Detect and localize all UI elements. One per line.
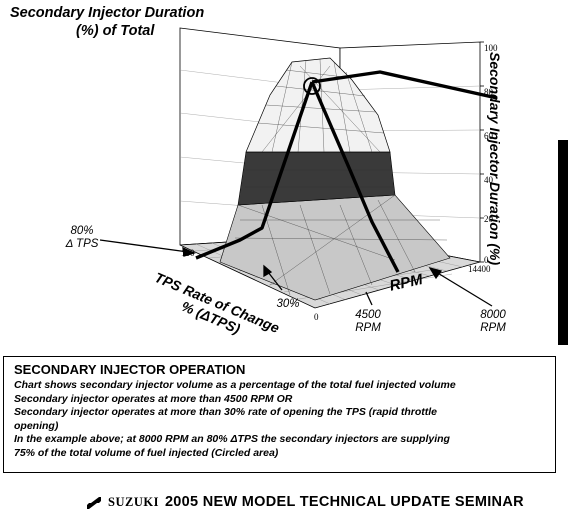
- y-tick-label: 100: [484, 43, 498, 53]
- arrowhead-8000-rpm: [428, 266, 443, 280]
- explanation-line: Secondary injector operates at more than…: [14, 392, 293, 405]
- y-tick-label: 20: [484, 214, 493, 224]
- tps-max-tick: 100: [181, 248, 195, 258]
- callout-4500-rpm: 4500 RPM: [346, 309, 390, 335]
- explanation-heading: SECONDARY INJECTOR OPERATION: [14, 362, 246, 377]
- page-edge-bar: [558, 140, 568, 345]
- arrowhead-30-percent: [263, 264, 273, 278]
- explanation-line: 75% of the total volume of fuel injected…: [14, 446, 279, 459]
- arrow-80-tps: [99, 239, 189, 253]
- arrow-4500-rpm: [365, 291, 373, 306]
- arrowhead-80-tps: [182, 246, 196, 257]
- callout-80-tps-unit: Δ TPS: [65, 238, 99, 250]
- explanation-line: Secondary injector operates at more than…: [14, 406, 437, 419]
- example-path-tps-line: [195, 81, 314, 260]
- callout-4500-unit: RPM: [355, 322, 381, 334]
- y-tick-label: 40: [484, 175, 493, 185]
- y-tick-label: 80: [484, 87, 493, 97]
- chart-title-line2: (%) of Total: [76, 23, 155, 39]
- callout-8000-rpm: 8000 RPM: [468, 309, 518, 335]
- footer: SUZUKI 2005 NEW MODEL TECHNICAL UPDATE SE…: [0, 492, 568, 514]
- footer-brand: SUZUKI: [108, 495, 159, 509]
- explanation-line: opening): [14, 419, 59, 432]
- circled-area-marker: [303, 77, 321, 95]
- chart-title-line1: Secondary Injector Duration: [10, 5, 205, 21]
- callout-8000-unit: RPM: [480, 322, 506, 334]
- suzuki-logo-icon: [87, 497, 101, 509]
- callout-80-tps-value: 80%: [70, 225, 94, 237]
- y-tick-label: 0: [484, 255, 489, 265]
- surface-peak: [245, 57, 391, 153]
- surface-low-band: [219, 194, 451, 301]
- surface-mesh: [234, 58, 448, 296]
- callout-8000-value: 8000: [480, 309, 506, 321]
- example-path-top-line: [311, 70, 498, 100]
- y-tick-label: 60: [484, 131, 493, 141]
- explanation-line: In the example above; at 8000 RPM an 80%…: [14, 433, 450, 446]
- callout-80-tps: 80% Δ TPS: [62, 225, 102, 251]
- example-path-rpm-line: [310, 81, 400, 273]
- callout-30-percent: 30%: [276, 298, 300, 310]
- explanation-box: SECONDARY INJECTOR OPERATION Chart shows…: [3, 356, 556, 473]
- y-axis-label: Secondary Injector Duration (%): [487, 52, 503, 266]
- rpm-max-tick: 14400: [468, 264, 491, 274]
- example-path: [195, 70, 498, 273]
- arrow-30-percent: [267, 271, 283, 291]
- footer-title: SUZUKI 2005 NEW MODEL TECHNICAL UPDATE SE…: [108, 494, 524, 510]
- arrow-8000-rpm: [435, 271, 493, 307]
- footer-seminar-title: 2005 NEW MODEL TECHNICAL UPDATE SEMINAR: [164, 494, 524, 510]
- tps-zero-tick: 0: [314, 312, 319, 322]
- callout-4500-value: 4500: [355, 309, 381, 321]
- explanation-line: Chart shows secondary injector volume as…: [14, 379, 456, 391]
